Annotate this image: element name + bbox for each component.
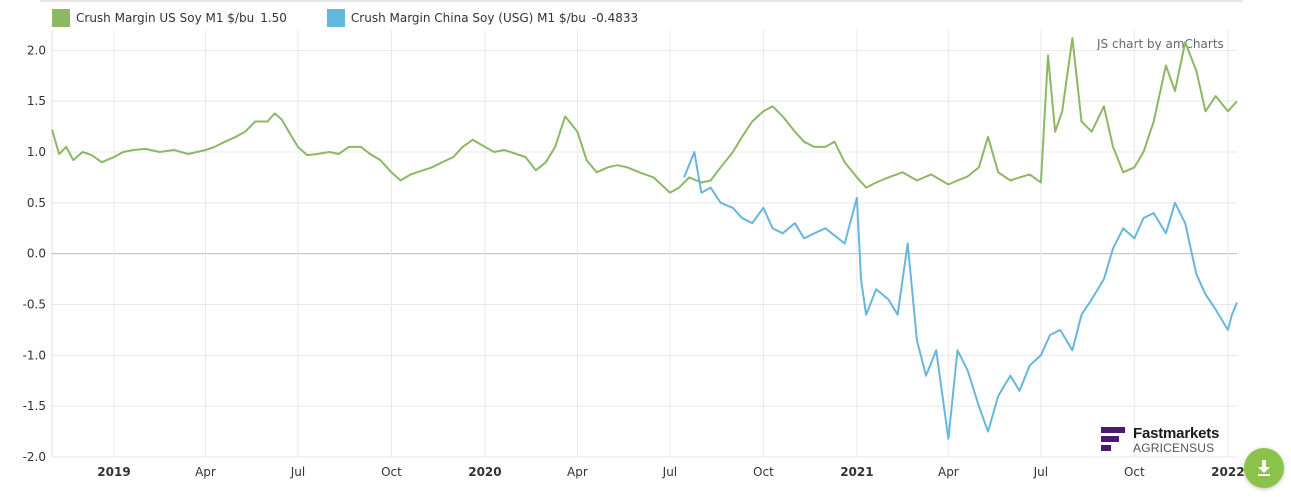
y-tick-label: 0.0 — [27, 247, 46, 261]
series-lines — [51, 37, 1238, 440]
x-tick-label: 2019 — [97, 465, 130, 479]
x-tick-label: Apr — [195, 465, 216, 479]
legend-label-china-soy: Crush Margin China Soy (USG) M1 $/bu — [350, 11, 586, 25]
x-tick-label: Apr — [938, 465, 959, 479]
fastmarkets-logo-icon — [1101, 427, 1125, 451]
legend-value-us-soy: 1.50 — [260, 11, 287, 25]
y-tick-label: -2.0 — [23, 450, 46, 464]
download-button[interactable] — [1244, 448, 1284, 488]
series-line-0[interactable] — [51, 37, 1238, 194]
x-tick-label: Oct — [381, 465, 402, 479]
fastmarkets-logo: Fastmarkets AGRICENSUS — [1101, 425, 1241, 457]
download-arrow-icon — [1258, 460, 1270, 476]
x-tick-label: 2020 — [468, 465, 501, 479]
top-border — [40, 0, 1243, 2]
x-tick-label: Jul — [662, 465, 677, 479]
x-tick-label: Oct — [753, 465, 774, 479]
y-axis: 2.0 1.5 1.0 0.5 0.0 -0.5 -1.0 -1.5 -2.0 — [23, 43, 46, 464]
x-tick-label: Jul — [290, 465, 305, 479]
legend-swatch-us-soy — [52, 9, 70, 27]
y-tick-label: -1.0 — [23, 348, 46, 362]
y-tick-label: -1.5 — [23, 399, 46, 413]
y-tick-label: 2.0 — [27, 43, 46, 57]
x-axis: 2019 Apr Jul Oct 2020 Apr Jul Oct 2021 Apr Jul Oct 2… — [97, 465, 1244, 479]
legend-label-us-soy: Crush Margin US Soy M1 $/bu — [76, 11, 255, 25]
amcharts-credit[interactable]: JS chart by amCharts — [1097, 37, 1224, 51]
legend-value-china-soy: -0.4833 — [591, 11, 639, 25]
y-tick-label: -0.5 — [23, 298, 46, 312]
legend-item-china-soy[interactable]: Crush Margin China Soy (USG) M1 $/bu -0.… — [326, 9, 639, 27]
y-tick-label: 1.5 — [27, 94, 46, 108]
x-tick-label: Oct — [1124, 465, 1145, 479]
x-tick-label: Apr — [567, 465, 588, 479]
logo-title: Fastmarkets — [1133, 425, 1220, 442]
logo-subtitle: AGRICENSUS — [1133, 441, 1215, 455]
legend-item-us-soy[interactable]: Crush Margin US Soy M1 $/bu 1.50 — [52, 9, 287, 27]
legend-swatch-china-soy — [326, 9, 345, 27]
grid-lines — [51, 30, 1237, 458]
x-tick-label: Jul — [1033, 465, 1048, 479]
y-tick-label: 1.0 — [27, 145, 46, 159]
y-tick-label: 0.5 — [27, 196, 46, 210]
chart-legend: Crush Margin US Soy M1 $/bu 1.50 Crush M… — [52, 7, 678, 29]
series-line-1[interactable] — [683, 151, 1238, 440]
x-tick-label: 2022 — [1211, 465, 1244, 479]
x-tick-label: 2021 — [840, 465, 873, 479]
